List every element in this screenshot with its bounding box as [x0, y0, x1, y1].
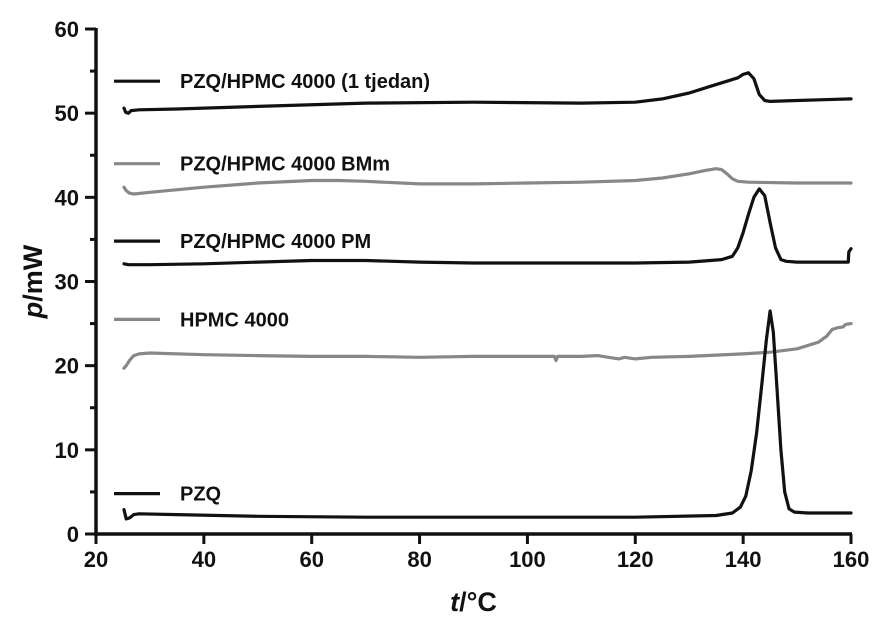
y-tick-label-0: 0: [67, 522, 79, 547]
legend-label-3: HPMC 4000: [180, 309, 289, 331]
y-tick-label-6: 60: [55, 17, 79, 42]
legend-label-4: PZQ: [180, 484, 221, 506]
x-tick-label-2: 60: [299, 547, 323, 572]
x-tick-label-7: 160: [833, 547, 870, 572]
x-axis-unit: /°C: [459, 587, 497, 617]
y-tick-label-3: 30: [55, 270, 79, 295]
legend-label-1: PZQ/HPMC 4000 BMm: [180, 154, 390, 176]
y-axis-unit: /mW: [18, 244, 48, 302]
legend-label-0: PZQ/HPMC 4000 (1 tjedan): [180, 71, 430, 93]
x-tick-label-3: 80: [407, 547, 431, 572]
x-tick-label-1: 40: [192, 547, 216, 572]
series-line-1: [122, 167, 853, 196]
legend-label-2: PZQ/HPMC 4000 PM: [180, 231, 371, 253]
y-tick-label-2: 20: [55, 354, 79, 379]
y-axis-symbol: p: [18, 302, 48, 320]
x-axis-title: t/°C: [450, 587, 497, 617]
y-tick-label-1: 10: [55, 438, 79, 463]
series-layer: [122, 71, 853, 521]
y-tick-label-5: 50: [55, 101, 79, 126]
series-line-2: [122, 187, 853, 267]
x-tick-label-0: 20: [84, 547, 108, 572]
x-axis-symbol: t: [450, 587, 460, 617]
series-line-3: [122, 322, 853, 370]
x-tick-label-6: 140: [725, 547, 762, 572]
legend-layer: PZQ/HPMC 4000 (1 tjedan) PZQ/HPMC 4000 BM…: [114, 71, 430, 506]
y-axis-title: p/mW: [18, 244, 48, 319]
series-line-0: [122, 71, 853, 115]
y-tick-label-4: 40: [55, 185, 79, 210]
ticks-layer: 20 40 60 80 100 120 140 160 0 10 20 30 40 50 60: [55, 17, 870, 572]
x-tick-label-5: 120: [617, 547, 654, 572]
axes-layer: [94, 28, 852, 536]
x-tick-label-4: 100: [509, 547, 546, 572]
series-line-4: [122, 309, 853, 521]
